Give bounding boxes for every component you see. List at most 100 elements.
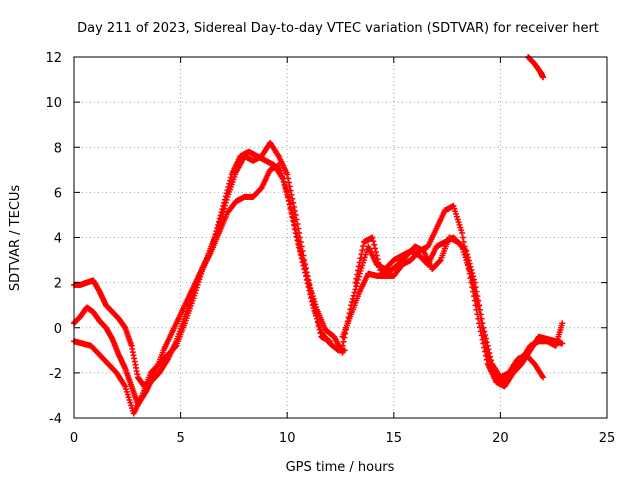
data-point-interp <box>360 243 367 250</box>
data-point-interp <box>221 205 228 212</box>
y-axis-ticks: -4 -2 0 2 4 6 8 10 12 <box>45 51 607 427</box>
data-point-interp <box>478 315 485 322</box>
data-point-interp <box>351 289 358 296</box>
series-trace-7 <box>525 54 547 81</box>
data-point-interp <box>298 243 305 250</box>
data-point-interp <box>300 252 307 259</box>
x-tick-label: 0 <box>70 431 78 446</box>
data-point <box>559 340 566 347</box>
y-tick-label: 6 <box>54 186 62 201</box>
data-point-interp <box>436 257 443 264</box>
data-point-interp <box>479 320 486 327</box>
data-point-interp <box>372 245 379 252</box>
data-point-interp <box>481 328 488 335</box>
x-tick-label: 5 <box>176 431 184 446</box>
data-point-interp <box>312 308 319 315</box>
data-point-interp <box>345 314 352 321</box>
data-point-interp <box>486 350 493 357</box>
data-point-interp <box>294 220 301 227</box>
data-point-interp <box>313 312 320 319</box>
data-point <box>215 223 222 230</box>
data-point-interp <box>308 289 315 296</box>
data-point-interp <box>467 263 474 270</box>
data-point-interp <box>302 265 309 272</box>
data-point <box>463 248 470 255</box>
data-point-interp <box>222 199 229 206</box>
data-point-interp <box>460 239 467 246</box>
data-point-interp <box>287 187 294 194</box>
series-trace-3 <box>71 139 333 417</box>
data-point <box>352 279 359 286</box>
data-point-interp <box>281 182 288 189</box>
data-point-interp <box>357 255 364 262</box>
y-tick-label: 2 <box>54 277 62 292</box>
data-point-interp <box>314 319 321 326</box>
data-point-interp <box>470 273 477 280</box>
data-point <box>292 211 299 218</box>
data-point-interp <box>285 197 292 204</box>
data-point-interp <box>317 330 324 337</box>
data-point-interp <box>288 191 295 198</box>
data-point-interp <box>223 196 230 203</box>
x-tick-label: 15 <box>386 431 403 446</box>
data-point-interp <box>356 259 363 266</box>
data-point-interp <box>488 357 495 364</box>
data-point-interp <box>286 201 293 208</box>
plot-border <box>73 56 608 419</box>
data-point-interp <box>477 311 484 318</box>
data-point-interp <box>219 211 226 218</box>
y-tick-label: -4 <box>49 412 62 427</box>
data-point-interp <box>377 266 384 273</box>
data-point <box>369 234 376 241</box>
data-point-interp <box>349 299 356 306</box>
data-point-interp <box>371 241 378 248</box>
data-point-interp <box>315 322 322 329</box>
data-point-interp <box>291 203 298 210</box>
y-tick-label: 8 <box>54 141 62 156</box>
y-tick-label: 10 <box>45 96 62 111</box>
data-point-interp <box>311 304 318 311</box>
data-point-interp <box>343 322 350 329</box>
data-point-interp <box>470 276 477 283</box>
data-point-interp <box>485 346 492 353</box>
y-tick-label: -2 <box>49 367 62 382</box>
data-point-interp <box>293 216 300 223</box>
data-point-interp <box>370 238 377 245</box>
data-point-interp <box>469 270 476 277</box>
data-point-interp <box>285 194 292 201</box>
data-point-interp <box>376 263 383 270</box>
chart-title: Day 211 of 2023, Sidereal Day-to-day VTE… <box>77 21 599 36</box>
x-axis-ticks: 0 5 10 15 20 25 <box>70 57 615 446</box>
data-point-interp <box>353 275 360 282</box>
data-point-interp <box>314 315 321 322</box>
data-point-interp <box>296 234 303 241</box>
data-point <box>559 320 566 327</box>
y-tick-label: 0 <box>54 322 62 337</box>
data-point-interp <box>373 252 380 259</box>
data-point-interp <box>290 199 297 206</box>
data-points <box>71 54 566 417</box>
data-point-interp <box>343 326 350 333</box>
data-point-interp <box>464 251 471 258</box>
data-point-interp <box>291 207 298 214</box>
x-tick-label: 10 <box>279 431 296 446</box>
data-point <box>471 279 478 286</box>
data-point-interp <box>482 331 489 338</box>
data-point-interp <box>220 208 227 215</box>
data-point-interp <box>297 239 304 246</box>
data-point-interp <box>359 247 366 254</box>
data-point-interp <box>466 260 473 267</box>
data-point-interp <box>475 303 482 310</box>
data-point-interp <box>304 273 311 280</box>
data-point-interp <box>462 247 469 254</box>
data-point-interp <box>316 326 323 333</box>
grid-lines <box>74 57 607 418</box>
data-point-interp <box>465 257 472 264</box>
data-point-interp <box>483 339 490 346</box>
data-point-interp <box>475 297 482 304</box>
data-point-interp <box>283 188 290 195</box>
data-point-interp <box>349 295 356 302</box>
data-point-interp <box>474 293 481 300</box>
data-point-interp <box>341 334 348 341</box>
data-point-interp <box>303 269 310 276</box>
